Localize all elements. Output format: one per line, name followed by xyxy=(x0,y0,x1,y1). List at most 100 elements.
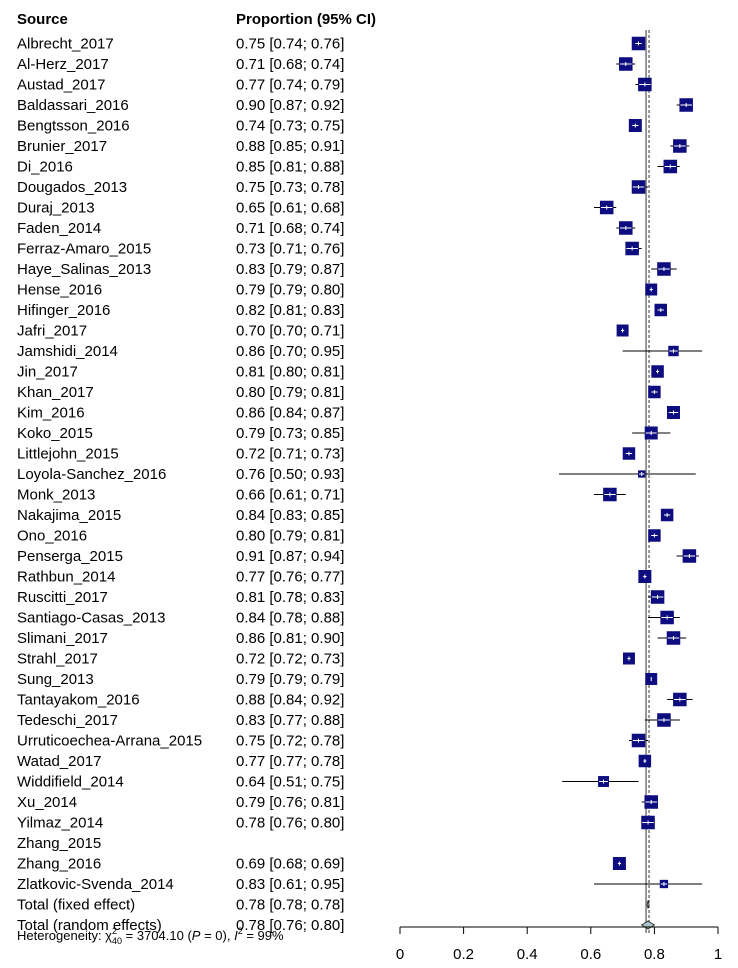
study-estimate: 0.72 [0.72; 0.73] xyxy=(236,651,344,668)
study-name: Albrecht_2017 xyxy=(17,36,114,53)
study-name: Watad_2017 xyxy=(17,753,102,770)
study-estimate: 0.90 [0.87; 0.92] xyxy=(236,97,344,114)
study-name: Jamshidi_2014 xyxy=(17,343,118,360)
x-tick-label: 0 xyxy=(396,946,404,963)
study-name: Littlejohn_2015 xyxy=(17,446,119,463)
study-estimate: 0.69 [0.68; 0.69] xyxy=(236,856,344,873)
study-estimate: 0.71 [0.68; 0.74] xyxy=(236,220,344,237)
study-estimate: 0.86 [0.84; 0.87] xyxy=(236,405,344,422)
study-estimate: 0.77 [0.77; 0.78] xyxy=(236,753,344,770)
study-name: Monk_2013 xyxy=(17,487,95,504)
study-name: Duraj_2013 xyxy=(17,200,95,217)
study-name: Faden_2014 xyxy=(17,220,101,237)
study-estimate: 0.79 [0.79; 0.79] xyxy=(236,671,344,688)
study-estimate: 0.79 [0.73; 0.85] xyxy=(236,425,344,442)
study-name: Brunier_2017 xyxy=(17,138,107,155)
study-name: Tedeschi_2017 xyxy=(17,712,118,729)
study-estimate: 0.77 [0.74; 0.79] xyxy=(236,77,344,94)
study-estimate: 0.70 [0.70; 0.71] xyxy=(236,323,344,340)
study-name: Al-Herz_2017 xyxy=(17,56,109,73)
study-name: Hense_2016 xyxy=(17,282,102,299)
study-estimate: 0.79 [0.79; 0.80] xyxy=(236,282,344,299)
study-name: Dougados_2013 xyxy=(17,179,127,196)
study-estimate: 0.83 [0.77; 0.88] xyxy=(236,712,344,729)
study-name: Bengtsson_2016 xyxy=(17,118,130,135)
study-name: Jafri_2017 xyxy=(17,323,87,340)
summary-diamond xyxy=(646,900,650,909)
study-name: Di_2016 xyxy=(17,159,73,176)
study-estimate: 0.64 [0.51; 0.75] xyxy=(236,774,344,791)
study-estimate: 0.91 [0.87; 0.94] xyxy=(236,548,344,565)
study-name: Hifinger_2016 xyxy=(17,302,110,319)
study-estimate: 0.73 [0.71; 0.76] xyxy=(236,241,344,258)
total-estimate: 0.78 [0.78; 0.78] xyxy=(236,897,344,914)
study-rows: Albrecht_2017 0.75 [0.74; 0.76] Al-Herz_20… xyxy=(17,36,703,893)
study-estimate: 0.79 [0.76; 0.81] xyxy=(236,794,344,811)
study-estimate: 0.75 [0.73; 0.78] xyxy=(236,179,344,196)
study-estimate: 0.84 [0.78; 0.88] xyxy=(236,610,344,627)
study-estimate: 0.84 [0.83; 0.85] xyxy=(236,507,344,524)
study-estimate: 0.72 [0.71; 0.73] xyxy=(236,446,344,463)
study-estimate: 0.75 [0.74; 0.76] xyxy=(236,36,344,53)
study-estimate: 0.86 [0.81; 0.90] xyxy=(236,630,344,647)
total-rows: Total (fixed effect) 0.78 [0.78; 0.78] Tot… xyxy=(17,897,656,934)
total-name: Total (fixed effect) xyxy=(17,897,135,914)
study-name: Austad_2017 xyxy=(17,77,105,94)
study-estimate: 0.88 [0.84; 0.92] xyxy=(236,692,344,709)
study-estimate: 0.66 [0.61; 0.71] xyxy=(236,487,344,504)
study-estimate: 0.81 [0.78; 0.83] xyxy=(236,589,344,606)
summary-diamond xyxy=(640,920,656,930)
study-estimate: 0.83 [0.61; 0.95] xyxy=(236,876,344,893)
study-name: Ruscitti_2017 xyxy=(17,589,108,606)
x-tick-label: 0.8 xyxy=(644,946,665,963)
study-name: Zhang_2015 xyxy=(17,835,101,852)
study-estimate: 0.76 [0.50; 0.93] xyxy=(236,466,344,483)
study-estimate: 0.85 [0.81; 0.88] xyxy=(236,159,344,176)
study-name: Jin_2017 xyxy=(17,364,78,381)
study-name: Widdifield_2014 xyxy=(17,774,124,791)
study-name: Urruticoechea-Arrana_2015 xyxy=(17,733,202,750)
study-name: Zlatkovic-Svenda_2014 xyxy=(17,876,174,893)
study-estimate: 0.83 [0.79; 0.87] xyxy=(236,261,344,278)
study-name: Ono_2016 xyxy=(17,528,87,545)
study-name: Zhang_2016 xyxy=(17,856,101,873)
study-name: Tantayakom_2016 xyxy=(17,692,140,709)
study-estimate: 0.65 [0.61; 0.68] xyxy=(236,200,344,217)
study-name: Haye_Salinas_2013 xyxy=(17,261,151,278)
study-estimate: 0.78 [0.76; 0.80] xyxy=(236,815,344,832)
study-name: Kim_2016 xyxy=(17,405,85,422)
header-source: Source xyxy=(17,11,68,28)
study-estimate: 0.80 [0.79; 0.81] xyxy=(236,528,344,545)
study-name: Koko_2015 xyxy=(17,425,93,442)
header-estimate: Proportion (95% CI) xyxy=(236,11,376,28)
x-tick-label: 1 xyxy=(714,946,722,963)
x-tick-label: 0.4 xyxy=(517,946,538,963)
study-estimate: 0.81 [0.80; 0.81] xyxy=(236,364,344,381)
study-estimate: 0.77 [0.76; 0.77] xyxy=(236,569,344,586)
study-name: Ferraz-Amaro_2015 xyxy=(17,241,151,258)
study-name: Sung_2013 xyxy=(17,671,94,688)
study-estimate: 0.74 [0.73; 0.75] xyxy=(236,118,344,135)
study-estimate: 0.88 [0.85; 0.91] xyxy=(236,138,344,155)
study-name: Baldassari_2016 xyxy=(17,97,129,114)
study-name: Strahl_2017 xyxy=(17,651,98,668)
total-estimate: 0.78 [0.76; 0.80] xyxy=(236,917,344,934)
study-estimate: 0.86 [0.70; 0.95] xyxy=(236,343,344,360)
x-axis: 0 0.2 0.4 0.6 0.8 1 xyxy=(396,926,722,963)
study-estimate: 0.75 [0.72; 0.78] xyxy=(236,733,344,750)
study-name: Rathbun_2014 xyxy=(17,569,115,586)
study-name: Santiago-Casas_2013 xyxy=(17,610,165,627)
study-estimate: 0.80 [0.79; 0.81] xyxy=(236,384,344,401)
study-name: Penserga_2015 xyxy=(17,548,123,565)
study-name: Slimani_2017 xyxy=(17,630,108,647)
reference-lines xyxy=(645,30,650,933)
study-name: Khan_2017 xyxy=(17,384,94,401)
study-estimate: 0.82 [0.81; 0.83] xyxy=(236,302,344,319)
total-name: Total (random effects) xyxy=(17,917,162,934)
study-name: Nakajima_2015 xyxy=(17,507,121,524)
study-estimate: 0.71 [0.68; 0.74] xyxy=(236,56,344,73)
study-name: Xu_2014 xyxy=(17,794,77,811)
heterogeneity-text: Heterogeneity: χ2 40 = 3704.10 (P = 0), I… xyxy=(17,926,284,946)
x-tick-label: 0.6 xyxy=(580,946,601,963)
